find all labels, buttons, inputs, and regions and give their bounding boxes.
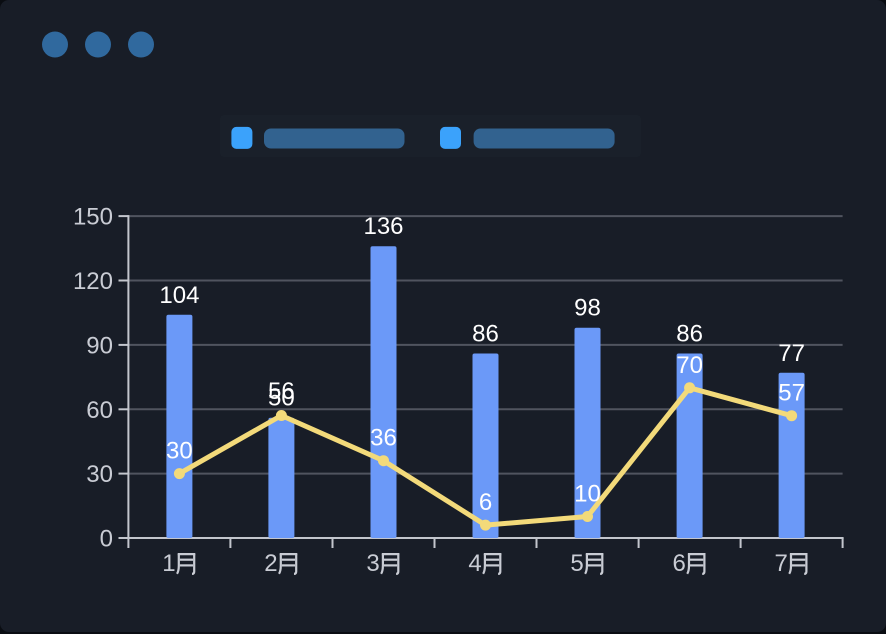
svg-text:50: 50 [268, 385, 295, 412]
svg-text:104: 104 [159, 282, 199, 309]
svg-text:30: 30 [166, 438, 193, 465]
svg-text:77: 77 [778, 340, 805, 367]
svg-text:70: 70 [676, 352, 703, 379]
svg-text:90: 90 [86, 333, 113, 360]
svg-text:60: 60 [86, 397, 113, 424]
svg-text:86: 86 [676, 321, 703, 348]
svg-text:98: 98 [574, 295, 601, 322]
svg-text:150: 150 [73, 204, 113, 231]
svg-text:1: 1 [162, 550, 175, 577]
svg-text:4: 4 [468, 550, 481, 577]
svg-text:0: 0 [100, 526, 113, 553]
svg-text:136: 136 [363, 213, 403, 240]
svg-text:2: 2 [264, 550, 277, 577]
svg-text:30: 30 [86, 461, 113, 488]
svg-text:86: 86 [472, 321, 499, 348]
svg-text:57: 57 [778, 380, 805, 407]
svg-text:3: 3 [366, 550, 379, 577]
svg-text:5: 5 [570, 550, 583, 577]
svg-text:10: 10 [574, 481, 601, 508]
svg-text:120: 120 [73, 268, 113, 295]
svg-text:6: 6 [672, 550, 685, 577]
svg-text:7: 7 [774, 550, 787, 577]
svg-text:36: 36 [370, 425, 397, 452]
svg-text:56: 56 [268, 378, 295, 405]
svg-text:6: 6 [479, 489, 492, 516]
